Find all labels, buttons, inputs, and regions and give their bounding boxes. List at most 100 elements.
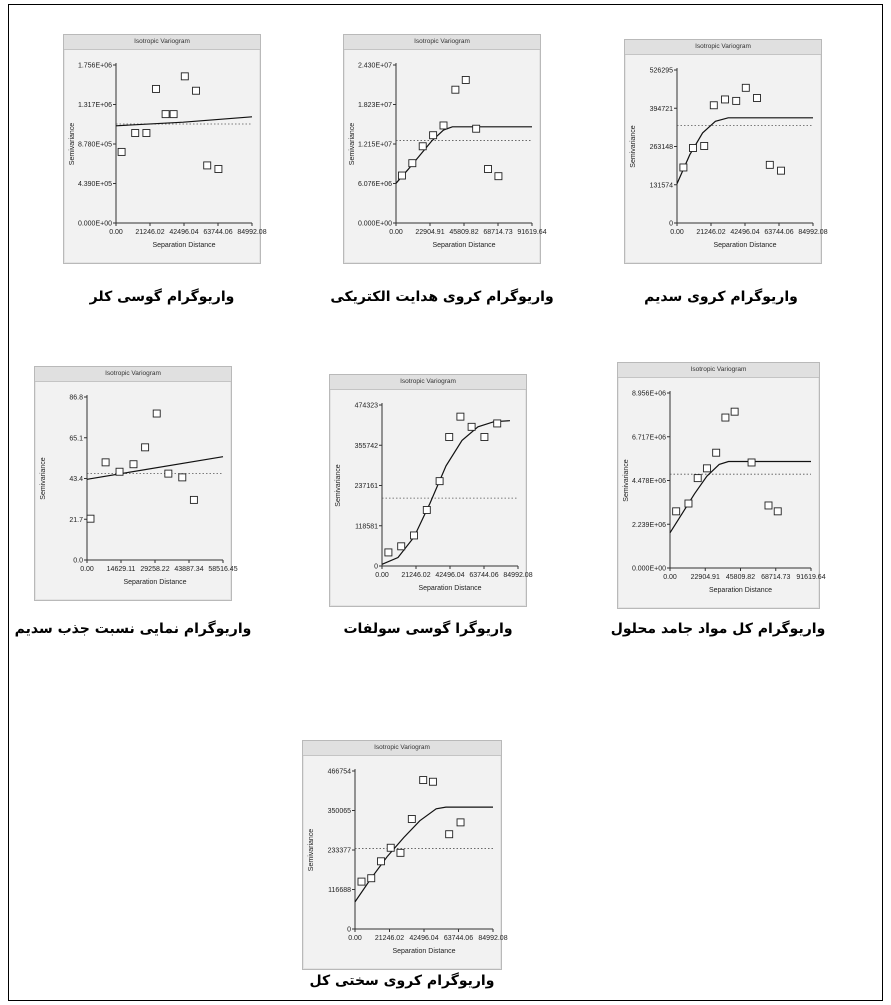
data-point [169,110,178,119]
data-point [741,83,750,92]
y-tick-label: 474323 [355,403,378,410]
variogram-panel: Isotropic Variogram 0 118581 237161 355742 47… [329,374,533,607]
panel-title: Isotropic Variogram [618,363,819,378]
y-tick-label: 0 [669,221,673,228]
data-point [357,877,366,886]
data-point [753,94,761,102]
x-tick-label: 0.00 [80,566,94,573]
data-point [494,172,503,181]
y-tick-label: 233377 [328,848,351,855]
x-tick-label: 0.00 [375,572,389,579]
data-point [86,514,95,523]
y-tick-label: 116688 [328,887,351,894]
data-point [152,409,161,418]
chart-caption: واریوگرام کروی هدایت الکتریکی [330,289,554,305]
data-point [712,448,721,457]
data-point [484,165,492,173]
x-tick-label: 14629.11 [107,566,136,573]
x-tick-label: 91619.64 [796,574,825,581]
data-point [439,121,448,130]
data-point [721,413,730,422]
variogram-panel: Isotropic Variogram 0 116688 233377 350065 46… [302,740,508,970]
x-tick-label: 68714.73 [483,229,512,236]
model-curve [86,456,224,480]
data-point [203,161,212,170]
y-tick-label: 2.430E+07 [358,63,392,70]
x-tick-label: 45809.82 [449,229,478,236]
y-tick-label: 0.0 [73,558,83,565]
data-point [702,464,711,473]
data-point [445,830,454,839]
y-tick-label: 21.7 [69,517,83,524]
x-axis-label: Separation Distance [152,242,215,249]
x-tick-label: 42496.04 [169,229,198,236]
x-tick-label: 29258.22 [140,566,169,573]
data-point [101,458,110,467]
chart-caption: واریوگرام کروی سدیم [644,289,798,305]
data-point [777,166,785,175]
chart-caption: واریوگرام کروی سختی کل [309,973,495,989]
x-tick-label: 63744.06 [764,229,793,236]
x-tick-label: 0.00 [663,574,677,581]
x-tick-label: 42496.04 [435,572,464,579]
y-axis-label: Semivariance [335,464,342,507]
y-axis-label: Semivariance [630,125,637,168]
data-point [773,507,782,516]
x-tick-label: 0.00 [109,229,123,236]
chart-caption: واریوگرام گوسی کلر [89,289,235,305]
y-tick-label: 0 [374,564,378,571]
y-tick-label: 1.823E+07 [358,102,392,109]
y-tick-label: 0.000E+00 [78,221,112,228]
data-point [721,95,729,104]
data-point [764,501,773,510]
variogram-panel: Isotropic Variogram 0.000E+00 2.239E+06 4.4… [617,362,826,609]
x-tick-label: 21246.02 [375,935,404,942]
data-point [467,422,476,431]
data-point [428,777,437,786]
x-tick-label: 84992.08 [503,572,532,579]
y-tick-label: 0 [347,927,351,934]
data-point [445,433,454,441]
data-point [129,460,138,469]
data-point [180,72,189,81]
data-point [397,171,406,180]
x-tick-label: 68714.73 [761,574,790,581]
data-point [214,165,223,173]
y-tick-label: 8.956E+06 [632,391,666,398]
data-point [672,507,681,516]
x-axis-label: Separation Distance [418,585,481,592]
variogram-plot: 0.000E+00 2.239E+06 4.478E+06 6.717E+06 8.95… [623,391,826,595]
panel-title: Isotropic Variogram [35,367,231,382]
data-point [178,473,187,482]
data-point [765,160,774,169]
y-tick-label: 466754 [328,769,351,776]
x-tick-label: 21246.02 [135,229,164,236]
data-point [693,474,702,483]
x-tick-label: 43887.34 [174,566,203,573]
x-axis-label: Separation Distance [432,242,495,249]
x-tick-label: 45809.82 [726,574,755,581]
x-tick-label: 0.00 [670,229,684,236]
data-point [408,159,417,168]
data-point [384,548,393,557]
x-tick-label: 42496.04 [730,229,759,236]
y-axis-label: Semivariance [40,457,47,500]
data-point [684,499,693,508]
data-point [117,147,126,156]
data-point [456,818,465,827]
x-tick-label: 22904.91 [691,574,720,581]
y-tick-label: 8.780E+05 [78,142,112,149]
data-point [730,407,739,416]
variogram-plot: 0.000E+00 6.076E+06 1.215E+07 1.823E+07 2.43… [349,63,547,250]
data-point [396,848,405,857]
x-axis-label: Separation Distance [713,242,776,249]
y-tick-label: 350065 [328,808,351,815]
y-tick-label: 86.8 [69,395,83,402]
data-point [418,142,427,151]
data-point [161,110,170,119]
x-tick-label: 58516.45 [208,566,237,573]
panel-title: Isotropic Variogram [64,35,260,50]
y-tick-label: 4.478E+06 [632,478,666,485]
x-axis-label: Separation Distance [392,948,455,955]
y-tick-label: 131574 [650,182,673,189]
